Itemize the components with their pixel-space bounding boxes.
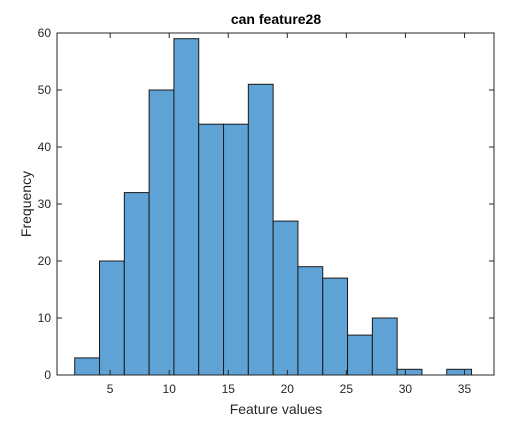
x-tick-label: 15 <box>222 382 236 396</box>
histogram-bar <box>99 260 125 376</box>
histogram-bar <box>272 220 299 376</box>
histogram-bar <box>247 83 274 376</box>
histogram-bar <box>74 357 101 376</box>
histogram-bar <box>371 317 398 376</box>
y-tick-label: 60 <box>38 26 52 40</box>
chart-title: can feature28 <box>231 11 321 27</box>
y-tick-label: 10 <box>38 311 52 325</box>
x-tick-label: 25 <box>340 382 354 396</box>
x-tick-label: 5 <box>107 382 114 396</box>
histogram-bar <box>322 277 349 376</box>
y-axis-label: Frequency <box>18 171 34 237</box>
x-tick-label: 20 <box>281 382 295 396</box>
histogram-bar <box>446 368 473 376</box>
bars-group <box>74 38 473 376</box>
histogram-bar <box>148 89 175 376</box>
y-tick-label: 30 <box>38 197 52 211</box>
y-tick-label: 0 <box>44 368 51 382</box>
x-tick-label: 35 <box>458 382 472 396</box>
histogram-bar <box>223 123 249 376</box>
x-tick-label: 30 <box>399 382 413 396</box>
histogram-bar <box>396 368 423 376</box>
histogram-bar <box>347 334 373 376</box>
histogram-bar <box>173 38 200 376</box>
ticks-group: 5 10 15 20 25 30 35 0 10 20 30 40 50 60 <box>38 26 494 396</box>
x-tick-label: 10 <box>163 382 177 396</box>
histogram-bar <box>297 266 324 376</box>
y-tick-label: 40 <box>38 140 52 154</box>
x-axis-label: Feature values <box>230 401 323 417</box>
histogram-bar <box>123 192 150 376</box>
y-tick-label: 20 <box>38 254 52 268</box>
histogram-bar <box>198 123 225 376</box>
y-tick-label: 50 <box>38 83 52 97</box>
